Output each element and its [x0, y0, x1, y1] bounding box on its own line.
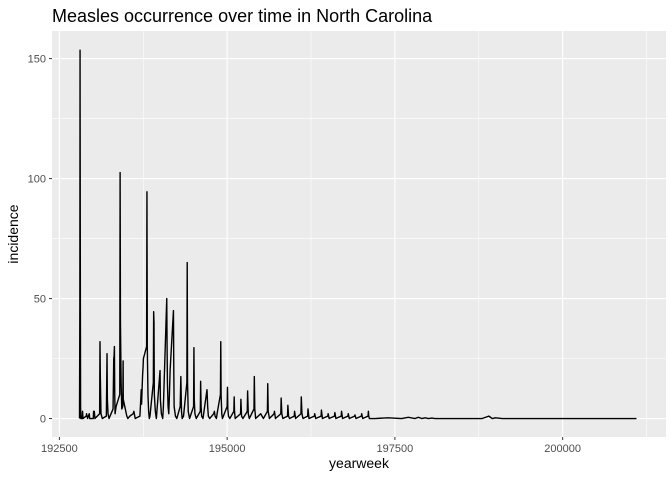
y-tick-label: 100	[28, 174, 46, 186]
y-tick-label: 150	[28, 54, 46, 66]
chart-title: Measles occurrence over time in North Ca…	[52, 6, 433, 26]
x-tick-label: 192500	[41, 443, 78, 455]
y-axis-title: incidence	[5, 204, 21, 263]
x-tick-label: 200000	[544, 443, 581, 455]
y-tick-label: 0	[40, 414, 46, 426]
series-layer	[78, 49, 637, 420]
major-gridlines	[52, 31, 666, 437]
x-axis: 192500 195000 197500 200000	[41, 437, 581, 455]
y-axis: 0 50 100 150	[28, 54, 52, 426]
plot-panel	[52, 31, 666, 437]
y-tick-label: 50	[34, 294, 46, 306]
series-line-0	[78, 49, 637, 420]
x-tick-label: 195000	[209, 443, 246, 455]
x-axis-title: yearweek	[329, 455, 390, 471]
x-tick-label: 197500	[377, 443, 414, 455]
